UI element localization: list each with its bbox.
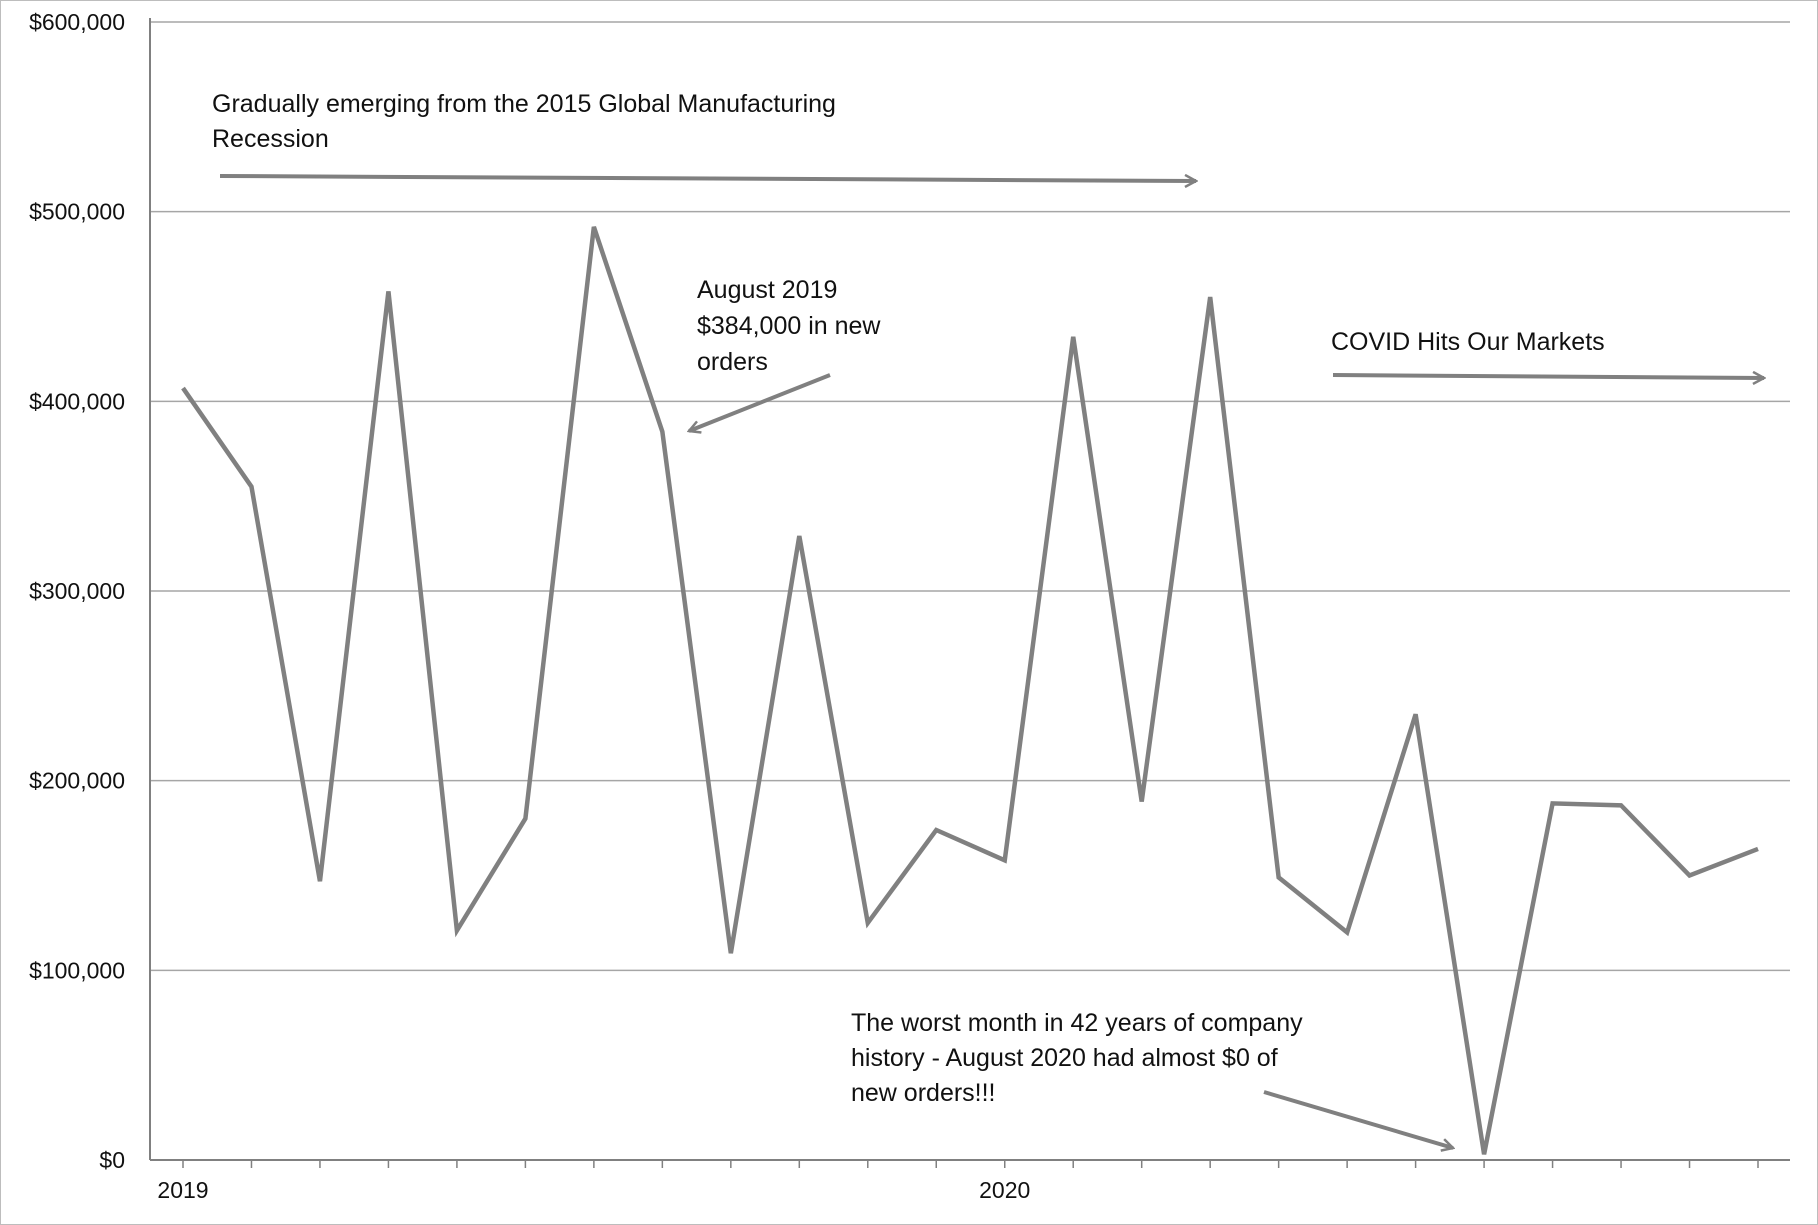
x-tick-label: 2019 [157,1177,208,1203]
annotation-arrow [689,373,831,431]
y-tick-label: $400,000 [29,388,125,414]
annotation-arrow [1332,375,1764,378]
series [181,226,1759,1155]
series-line [181,226,1759,1155]
annotations: Gradually emerging from the 2015 Global … [212,90,1764,1148]
y-tick-label: $500,000 [29,199,125,225]
annotation-text: COVID Hits Our Markets [1331,328,1605,356]
annotation-text: The worst month in 42 years of company hi… [851,1009,1303,1107]
y-tick-label: $300,000 [29,578,125,604]
annotation-text: August 2019 $384,000 in new orders [697,276,881,376]
y-tick-label: $0 [99,1147,125,1173]
x-tick-labels: 2019 2020 [157,1177,1030,1203]
y-tick-label: $100,000 [29,957,125,983]
y-tick-label: $600,000 [29,9,125,35]
annotation-arrow [1263,1090,1453,1148]
annotation-text: Gradually emerging from the 2015 Global … [212,90,836,153]
y-tick-label: $200,000 [29,768,125,794]
annotation-arrow [219,176,1196,181]
gridlines [150,21,1790,972]
y-tick-labels: $0 $100,000 $200,000 $300,000 $400,000 $500,0… [29,9,125,1173]
axes [149,18,1790,1168]
x-tick-label: 2020 [979,1177,1030,1203]
